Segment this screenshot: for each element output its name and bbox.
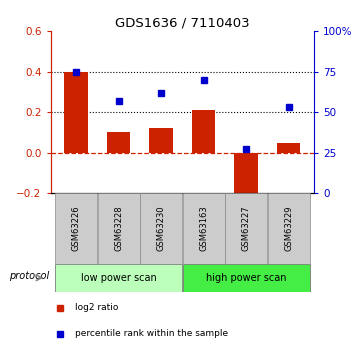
Text: protocol: protocol [9, 272, 49, 281]
Bar [268, 193, 310, 264]
Bar [225, 193, 267, 264]
Bar [149, 128, 173, 152]
Bar [140, 193, 182, 264]
Text: low power scan: low power scan [81, 273, 156, 283]
Title: GDS1636 / 7110403: GDS1636 / 7110403 [115, 17, 249, 30]
Text: GSM63227: GSM63227 [242, 206, 251, 252]
Text: percentile rank within the sample: percentile rank within the sample [75, 329, 228, 338]
Bar [234, 152, 258, 197]
Text: GSM63230: GSM63230 [157, 206, 166, 252]
Text: GSM63229: GSM63229 [284, 206, 293, 251]
Bar [277, 142, 300, 152]
Bar [192, 110, 215, 152]
Bar [97, 193, 140, 264]
Text: log2 ratio: log2 ratio [75, 303, 118, 312]
Bar [55, 193, 97, 264]
Bar [183, 264, 310, 292]
Bar [107, 132, 130, 152]
Bar [55, 264, 182, 292]
Bar [183, 193, 225, 264]
Bar [64, 71, 88, 152]
Text: high power scan: high power scan [206, 273, 286, 283]
Text: GSM63163: GSM63163 [199, 206, 208, 252]
Text: GSM63226: GSM63226 [71, 206, 81, 252]
Text: GSM63228: GSM63228 [114, 206, 123, 252]
